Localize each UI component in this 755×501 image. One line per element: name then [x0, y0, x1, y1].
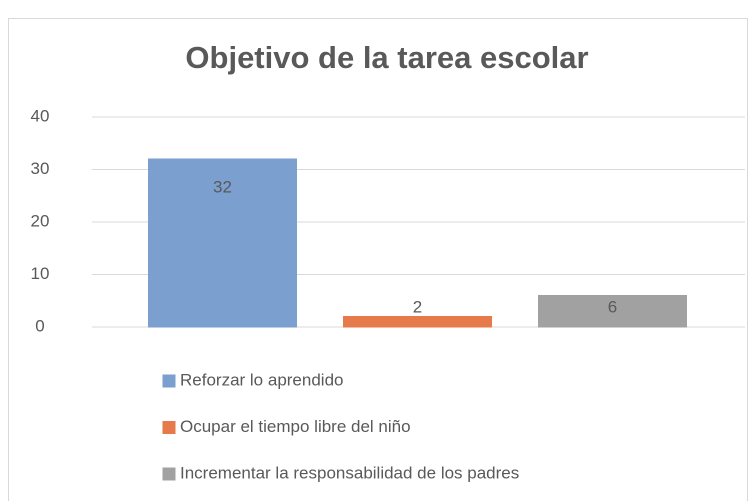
bar	[148, 158, 297, 328]
legend-label: Ocupar el tiempo libre del niño	[180, 417, 411, 436]
legend-swatch	[162, 421, 176, 434]
data-label: 6	[608, 297, 617, 316]
data-label: 2	[413, 297, 422, 316]
legend-label: Reforzar lo aprendido	[180, 370, 343, 389]
y-tick-label: 10	[31, 264, 50, 283]
chart-frame	[8, 18, 748, 501]
y-tick-label: 30	[31, 159, 50, 178]
legend-swatch	[162, 467, 176, 481]
bar	[343, 316, 492, 328]
y-tick-label: 40	[31, 106, 50, 125]
bar	[538, 295, 687, 328]
legend-label: Incrementar la responsabilidad de los pa…	[180, 463, 519, 482]
chart-title: Objetivo de la tarea escolar	[185, 40, 588, 75]
y-tick-label: 20	[31, 211, 50, 230]
legend-swatch	[162, 374, 176, 388]
data-label: 32	[213, 177, 232, 196]
y-tick-label: 0	[35, 316, 44, 335]
